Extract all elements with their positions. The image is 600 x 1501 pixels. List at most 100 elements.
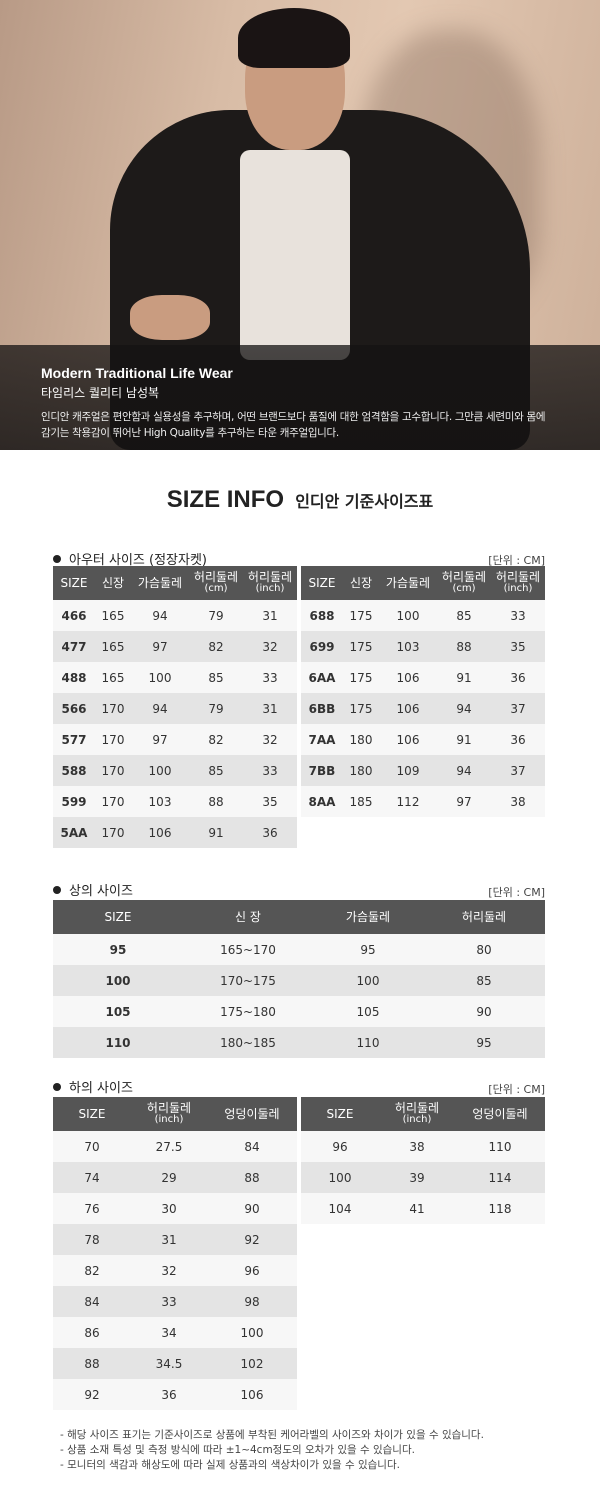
table-cell: 85 <box>423 965 545 996</box>
hero-banner: Modern Traditional Life Wear 타임리스 퀄리티 남성… <box>0 0 600 450</box>
column-header: 가슴둘레 <box>131 566 189 600</box>
table-row: 104 41 118 <box>301 1193 545 1224</box>
table-row: 84 33 98 <box>53 1286 297 1317</box>
table-cell: 118 <box>455 1193 545 1224</box>
table-cell: 175 <box>343 662 379 693</box>
table-row: 7AA 180 106 91 36 <box>301 724 545 755</box>
table-cell: 110 <box>313 1027 423 1058</box>
column-header: SIZE <box>53 1097 131 1131</box>
table-cell: 37 <box>491 755 545 786</box>
table-cell: 95 <box>313 934 423 965</box>
bottom-size-table-left: SIZE 허리둘레 (inch) 엉덩이둘레 70 27.5 84 74 29 88 76 30 90 7… <box>53 1097 297 1410</box>
table-row: 588 170 100 85 33 <box>53 755 297 786</box>
title-ko: 인디안 기준사이즈표 <box>295 492 434 511</box>
table-cell: 88 <box>189 786 243 817</box>
table-row: 95 165~170 95 80 <box>53 934 545 965</box>
table-cell: 76 <box>53 1193 131 1224</box>
header-row: SIZE 신장 가슴둘레 허리둘레 (cm) 허리둘레 (inch) <box>301 566 545 600</box>
table-cell: 36 <box>491 724 545 755</box>
note-item: - 상품 소재 특성 및 측정 방식에 따라 ±1~4cm정도의 오차가 있을 … <box>60 1444 415 1456</box>
table-row: 477 165 97 82 32 <box>53 631 297 662</box>
table-cell: 105 <box>313 996 423 1027</box>
table-cell: 82 <box>189 631 243 662</box>
table-cell: 588 <box>53 755 95 786</box>
table-cell: 170 <box>95 786 131 817</box>
bullet-icon <box>53 886 61 894</box>
table-cell: 165 <box>95 631 131 662</box>
table-cell: 32 <box>243 631 297 662</box>
table-cell: 94 <box>131 693 189 724</box>
table-cell: 35 <box>491 631 545 662</box>
table-cell: 33 <box>131 1286 207 1317</box>
outer-section-title: 아우터 사이즈 (정장자켓) <box>53 549 207 568</box>
hero-desc-line: 인디안 캐주얼은 편안함과 실용성을 추구하며, 어떤 브랜드보다 품질에 대한… <box>41 411 546 423</box>
table-row: 7BB 180 109 94 37 <box>301 755 545 786</box>
table-row: 688 175 100 85 33 <box>301 600 545 631</box>
column-header: 엉덩이둘레 <box>455 1097 545 1131</box>
table-row: 88 34.5 102 <box>53 1348 297 1379</box>
table-cell: 112 <box>379 786 437 817</box>
table-row: 599 170 103 88 35 <box>53 786 297 817</box>
table-cell: 577 <box>53 724 95 755</box>
table-cell: 466 <box>53 600 95 631</box>
table-row: 76 30 90 <box>53 1193 297 1224</box>
table-cell: 33 <box>243 662 297 693</box>
column-header: SIZE <box>53 900 183 934</box>
table-cell: 74 <box>53 1162 131 1193</box>
table-cell: 488 <box>53 662 95 693</box>
table-row: 96 38 110 <box>301 1131 545 1162</box>
outer-size-table-left: SIZE 신장 가슴둘레 허리둘레 (cm) 허리둘레 (inch) 466 165 94 79 31… <box>53 566 297 848</box>
table-cell: 175 <box>343 631 379 662</box>
table-cell: 7BB <box>301 755 343 786</box>
table-cell: 96 <box>207 1255 297 1286</box>
header-row: SIZE 신장 가슴둘레 허리둘레 (cm) 허리둘레 (inch) <box>53 566 297 600</box>
table-cell: 102 <box>207 1348 297 1379</box>
table-cell: 97 <box>131 724 189 755</box>
table-cell: 90 <box>423 996 545 1027</box>
title-en: SIZE INFO <box>166 486 285 513</box>
table-cell: 38 <box>379 1131 455 1162</box>
table-cell: 97 <box>131 631 189 662</box>
table-cell: 8AA <box>301 786 343 817</box>
top-section-title: 상의 사이즈 <box>53 880 133 899</box>
bullet-icon <box>53 1083 61 1091</box>
table-cell: 85 <box>437 600 491 631</box>
unit-label: [단위 : CM] <box>488 554 545 567</box>
table-cell: 175 <box>343 693 379 724</box>
table-cell: 165 <box>95 662 131 693</box>
table-cell: 100 <box>207 1317 297 1348</box>
model-hand <box>130 295 210 340</box>
column-header: SIZE <box>301 1097 379 1131</box>
table-cell: 180 <box>343 724 379 755</box>
table-cell: 5AA <box>53 817 95 848</box>
table-cell: 699 <box>301 631 343 662</box>
table-row: 6BB 175 106 94 37 <box>301 693 545 724</box>
bottom-section-title: 하의 사이즈 <box>53 1077 133 1096</box>
table-cell: 7AA <box>301 724 343 755</box>
table-cell: 6AA <box>301 662 343 693</box>
table-cell: 85 <box>189 662 243 693</box>
column-header: 신 장 <box>183 900 313 934</box>
table-cell: 80 <box>423 934 545 965</box>
column-header: 허리둘레 (cm) <box>189 566 243 600</box>
column-header: 엉덩이둘레 <box>207 1097 297 1131</box>
table-cell: 31 <box>243 693 297 724</box>
page-title: SIZE INFO 인디안 기준사이즈표 <box>0 486 600 514</box>
table-row: 100 39 114 <box>301 1162 545 1193</box>
table-cell: 110 <box>455 1131 545 1162</box>
table-cell: 170~175 <box>183 965 313 996</box>
header-row: SIZE 허리둘레 (inch) 엉덩이둘레 <box>301 1097 545 1131</box>
table-cell: 85 <box>189 755 243 786</box>
hero-description: 인디안 캐주얼은 편안함과 실용성을 추구하며, 어떤 브랜드보다 품질에 대한… <box>41 409 546 441</box>
column-header: SIZE <box>53 566 95 600</box>
table-cell: 92 <box>207 1224 297 1255</box>
table-cell: 41 <box>379 1193 455 1224</box>
table-row: 70 27.5 84 <box>53 1131 297 1162</box>
table-cell: 94 <box>131 600 189 631</box>
hero-desc-line: 감기는 착용감이 뛰어난 High Quality를 추구하는 타운 캐주얼입니… <box>41 427 339 439</box>
table-row: 82 32 96 <box>53 1255 297 1286</box>
table-cell: 96 <box>301 1131 379 1162</box>
table-row: 100 170~175 100 85 <box>53 965 545 996</box>
table-cell: 97 <box>437 786 491 817</box>
table-cell: 32 <box>243 724 297 755</box>
